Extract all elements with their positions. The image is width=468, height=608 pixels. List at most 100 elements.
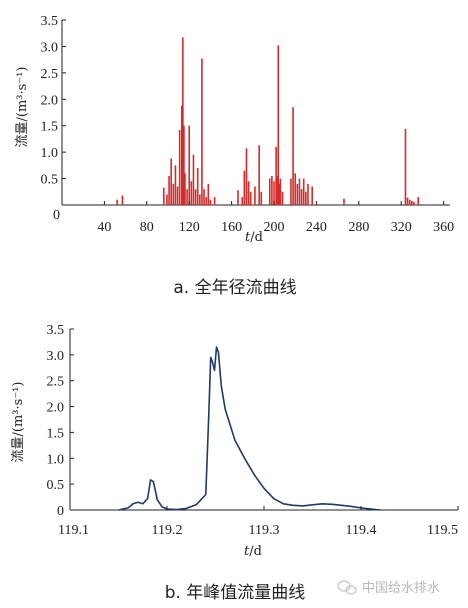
a-bar [292,107,294,205]
a-y-tick-label: 1.5 [41,120,59,135]
b-y-tick-label: 3.5 [47,323,65,338]
a-bar [273,181,275,205]
a-x-axis-label-unit: /d [250,230,263,245]
b-x-axis-label-var: t [244,544,250,559]
a-y-tick-label: 3.0 [41,40,59,55]
chart-b: 0 0.5 1.0 1.5 2.0 2.5 3.0 3.5 119.1 119.2 119.3 119… [11,323,459,603]
a-bar [281,191,284,205]
a-bar [275,146,277,205]
a-bar [196,168,199,205]
a-bar [277,45,280,205]
b-y-axis-label: 流量/(m³·s⁻¹) [11,382,26,463]
b-caption: b. 年峰值流量曲线 [165,583,306,603]
a-x-tick-label: 320 [391,220,412,235]
a-bar [411,200,413,205]
a-bar [296,183,299,205]
a-bar [182,37,184,205]
b-axes [69,329,458,511]
a-y-tick-label: 2.5 [41,67,59,82]
b-series [118,346,381,511]
a-bar [302,178,305,205]
a-bar [209,199,212,205]
a-bar [254,186,256,205]
b-x-axis-label-unit: /d [249,544,262,559]
a-bar [207,183,210,205]
a-bar [307,183,309,205]
a-bar [311,186,313,205]
a-bar [194,189,197,205]
a-bar [276,175,279,205]
a-bar [180,105,183,205]
a-ticks: 0.5 1.0 1.5 2.0 2.5 3.0 3.5 0 40 80 120 160 200 240 28… [41,14,455,235]
b-y-tick-label: 0.5 [47,478,65,493]
a-bar [271,175,273,205]
b-x-tick-label: 119.2 [152,523,183,538]
a-bar [300,189,303,205]
a-bar [174,165,177,205]
a-bar [184,173,186,205]
a-bar [116,199,118,205]
a-bar [237,190,239,205]
b-y-tick-label: 3.0 [47,349,65,364]
a-bar [294,173,297,205]
a-bar [249,191,252,205]
watermark-text: 中国给水排水 [362,581,440,596]
a-x-axis-label: t/d [245,230,263,245]
a-bar [268,178,271,205]
a-x-tick-label: 240 [306,220,327,235]
a-bar [279,178,282,205]
a-bar [408,199,411,205]
a-bar [213,197,216,205]
a-bar [172,183,175,205]
b-y-tick-label: 1.5 [47,426,65,441]
a-bar [404,128,407,205]
a-bar [188,125,191,205]
b-series-line [118,346,381,511]
a-bar [298,178,301,205]
a-bar [186,189,188,205]
a-bar [178,129,181,205]
a-y-tick-label: 1.0 [41,146,59,161]
a-x-tick-label: 160 [221,220,242,235]
b-x-axis-label: t/d [244,544,262,559]
a-bar [203,189,205,205]
a-y-tick-label: 0.5 [41,173,59,188]
b-y-tick-label: 2.0 [47,401,65,416]
a-bar [170,158,172,205]
a-bar [199,194,201,205]
a-bar [343,198,345,205]
a-bar [166,194,168,205]
a-bar [417,197,419,205]
a-bar [201,58,203,206]
b-y-tick-label: 2.5 [47,375,65,390]
a-x-tick-label: 280 [348,220,369,235]
a-x-axis-label-var: t [245,230,251,245]
a-bar [241,197,244,205]
a-bar [162,187,165,205]
a-bar [260,191,263,205]
chart-a: 0.5 1.0 1.5 2.0 2.5 3.0 3.5 0 40 80 120 160 200 240 28… [15,14,454,298]
a-origin-label: 0 [53,208,60,223]
a-bar [168,175,170,205]
a-caption: a. 全年径流曲线 [173,278,296,298]
a-bar [278,183,281,205]
a-y-axis-label: 流量/(m³·s⁻¹) [15,67,30,148]
a-y-tick-label: 2.0 [41,93,59,108]
a-bar [121,195,124,205]
b-y-tick-label: 0 [57,504,64,519]
a-bar [258,145,260,205]
b-x-tick-label: 119.5 [427,523,458,538]
a-bar [245,148,248,205]
watermark: 中国给水排水 [337,580,440,596]
a-bar [205,197,207,205]
a-x-tick-label: 200 [264,220,285,235]
a-bar [305,191,307,205]
a-bar [183,125,185,205]
a-bar [243,170,246,205]
a-bar [413,201,415,205]
a-x-tick-label: 360 [433,220,454,235]
a-bar [176,186,179,205]
wechat-icon [337,580,357,595]
a-x-tick-label: 80 [140,220,154,235]
